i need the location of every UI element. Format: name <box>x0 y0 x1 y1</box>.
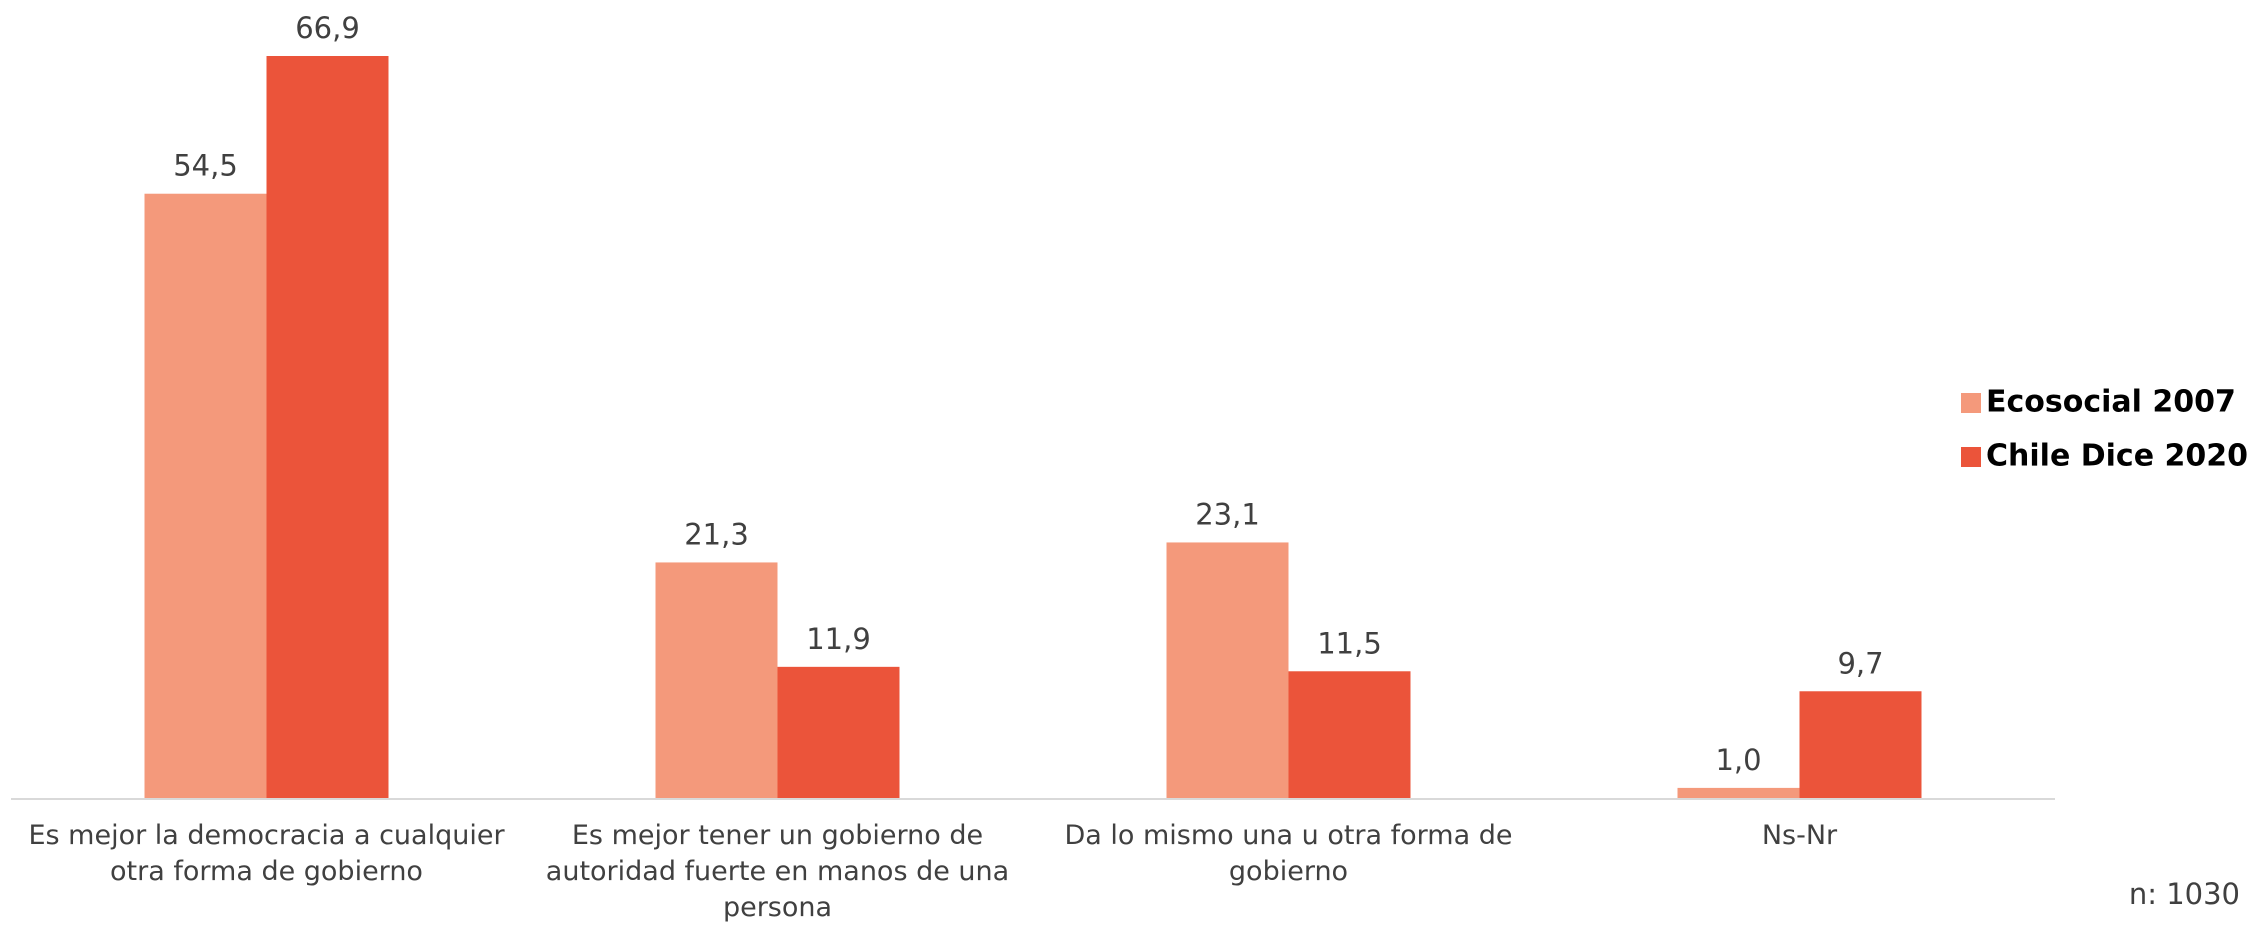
legend-label: Ecosocial 2007 <box>1986 385 2236 420</box>
legend-swatch <box>1961 393 1981 413</box>
x-tick-label: Es mejor la democracia a cualquier otra … <box>28 820 505 887</box>
x-tick-label: Da lo mismo una u otra forma de gobierno <box>1064 820 1513 887</box>
bar <box>1288 671 1411 799</box>
bar <box>1799 691 1922 799</box>
x-tick-label: Ns-Nr <box>1761 820 1838 851</box>
x-tick-label: Es mejor tener un gobierno de autoridad … <box>545 820 1010 923</box>
bar <box>655 562 778 799</box>
data-label: 66,9 <box>295 11 360 45</box>
data-label: 11,9 <box>806 622 871 656</box>
legend-swatch <box>1961 447 1981 467</box>
legend-label: Chile Dice 2020 <box>1986 439 2248 474</box>
bar <box>777 666 900 799</box>
bar <box>266 56 389 799</box>
data-label: 9,7 <box>1837 646 1883 680</box>
note: n: 1030 <box>2129 877 2240 911</box>
data-label: 11,5 <box>1317 626 1382 660</box>
data-label: 1,0 <box>1715 743 1761 777</box>
data-label: 21,3 <box>684 517 749 551</box>
data-label: 54,5 <box>173 149 238 183</box>
data-label: 23,1 <box>1195 497 1260 531</box>
bar <box>144 193 267 799</box>
bar <box>1677 787 1800 799</box>
bar <box>1166 542 1289 799</box>
